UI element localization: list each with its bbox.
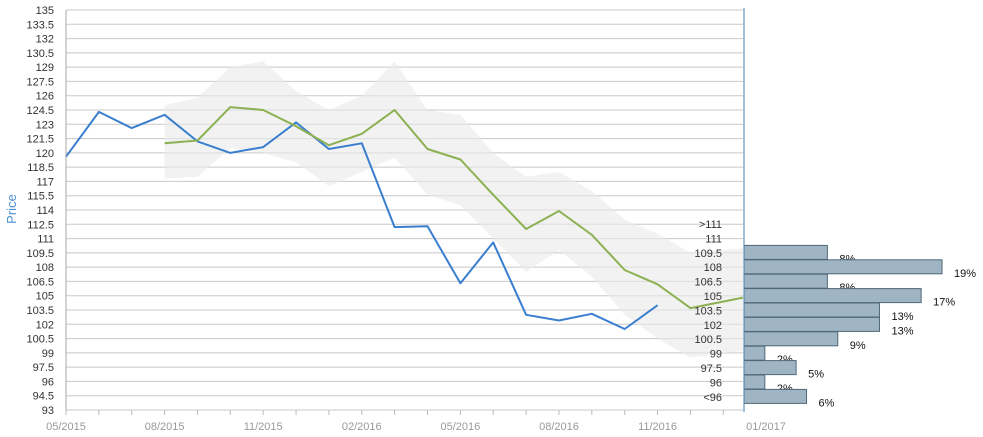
dist-bar bbox=[743, 259, 943, 275]
dist-bar bbox=[743, 331, 839, 347]
actual-line bbox=[65, 110, 659, 330]
y-tick-label: 99 bbox=[42, 348, 54, 360]
grid-lines bbox=[66, 9, 743, 411]
axes: 93 94.5 96 97.5 99 100.5 102 103.5 105 106.5 108 10… bbox=[26, 5, 785, 433]
dist-bin-label: 96 bbox=[710, 377, 722, 389]
y-tick-label: 123 bbox=[36, 119, 54, 131]
dist-percent-label: 9% bbox=[850, 340, 866, 352]
dist-bar bbox=[743, 273, 828, 289]
y-tick-label: 108 bbox=[36, 262, 54, 274]
dist-bin-label: 105 bbox=[704, 291, 722, 303]
y-tick-label: 132 bbox=[36, 34, 54, 46]
series-lines bbox=[65, 106, 744, 330]
forecast-band bbox=[164, 61, 744, 358]
x-tick-label: 05/2016 bbox=[440, 421, 480, 433]
y-tick-label: 120 bbox=[36, 148, 54, 160]
dist-percent-label: 6% bbox=[819, 397, 835, 409]
y-axis-title: Price bbox=[4, 194, 19, 224]
dist-bin-label: 106.5 bbox=[694, 277, 722, 289]
dist-percent-label: 17% bbox=[933, 297, 955, 309]
y-tick-label: 105 bbox=[36, 291, 54, 303]
dist-bin-label: 100.5 bbox=[694, 334, 722, 346]
dist-bar bbox=[743, 360, 797, 376]
y-tick-label: 103.5 bbox=[26, 305, 54, 317]
dist-percent-label: 13% bbox=[891, 311, 913, 323]
dist-bin-label: 99 bbox=[710, 349, 722, 361]
forecast-line bbox=[164, 106, 744, 310]
x-tick-label: 11/2015 bbox=[244, 421, 283, 433]
y-tick-label: 114 bbox=[36, 205, 54, 217]
y-tick-label: 96 bbox=[42, 376, 54, 388]
dist-bin-label: 111 bbox=[705, 233, 722, 245]
y-tick-label: 93 bbox=[42, 405, 54, 417]
dist-percent-label: 19% bbox=[954, 268, 976, 280]
y-tick-label: 109.5 bbox=[26, 248, 54, 260]
y-tick-label: 94.5 bbox=[33, 391, 54, 403]
dist-bin-label: 102 bbox=[704, 320, 722, 332]
dist-bar bbox=[743, 244, 828, 260]
y-tick-label: 106.5 bbox=[26, 276, 54, 288]
y-tick-label: 130.5 bbox=[26, 48, 54, 60]
y-tick-label: 118.5 bbox=[27, 162, 54, 174]
dist-bin-label: 109.5 bbox=[694, 248, 722, 260]
dist-bar bbox=[743, 345, 766, 361]
y-tick-label: 127.5 bbox=[26, 76, 54, 88]
dist-bin-label: <96 bbox=[703, 392, 722, 404]
y-tick-label: 112.5 bbox=[27, 219, 54, 231]
distribution-panel: >1111118%109.519%1088%106.517%10513%103.… bbox=[694, 219, 976, 409]
dist-bin-label: 103.5 bbox=[694, 305, 722, 317]
y-tick-label: 135 bbox=[36, 5, 54, 17]
y-tick-label: 115.5 bbox=[27, 191, 54, 203]
x-tick-label: 01/2017 bbox=[746, 421, 786, 433]
y-tick-label: 102 bbox=[36, 319, 54, 331]
dist-bin-label: >111 bbox=[699, 219, 722, 231]
y-tick-label: 111 bbox=[37, 234, 54, 246]
y-tick-label: 126 bbox=[36, 91, 54, 103]
y-tick-label: 129 bbox=[36, 62, 54, 74]
y-tick-label: 133.5 bbox=[26, 19, 54, 31]
forecast-band-area bbox=[164, 61, 744, 358]
y-tick-label: 121.5 bbox=[26, 134, 54, 146]
dist-bin-label: 108 bbox=[704, 262, 722, 274]
y-tick-label: 117 bbox=[36, 176, 54, 188]
dist-bar bbox=[743, 288, 922, 304]
dist-bin-label: 97.5 bbox=[701, 363, 722, 375]
x-tick-label: 08/2016 bbox=[539, 421, 579, 433]
dist-bar bbox=[743, 374, 766, 390]
y-tick-label: 124.5 bbox=[26, 105, 54, 117]
x-tick-label: 11/2016 bbox=[638, 421, 677, 433]
dist-bar bbox=[743, 302, 880, 318]
x-tick-label: 05/2015 bbox=[46, 421, 86, 433]
dist-bar bbox=[743, 316, 880, 332]
x-tick-label: 08/2015 bbox=[145, 421, 185, 433]
y-tick-label: 100.5 bbox=[26, 334, 54, 346]
dist-bar bbox=[743, 388, 808, 404]
dist-percent-label: 5% bbox=[808, 369, 824, 381]
x-tick-label: 02/2016 bbox=[342, 421, 382, 433]
y-tick-label: 97.5 bbox=[33, 362, 54, 374]
dist-percent-label: 13% bbox=[891, 325, 913, 337]
